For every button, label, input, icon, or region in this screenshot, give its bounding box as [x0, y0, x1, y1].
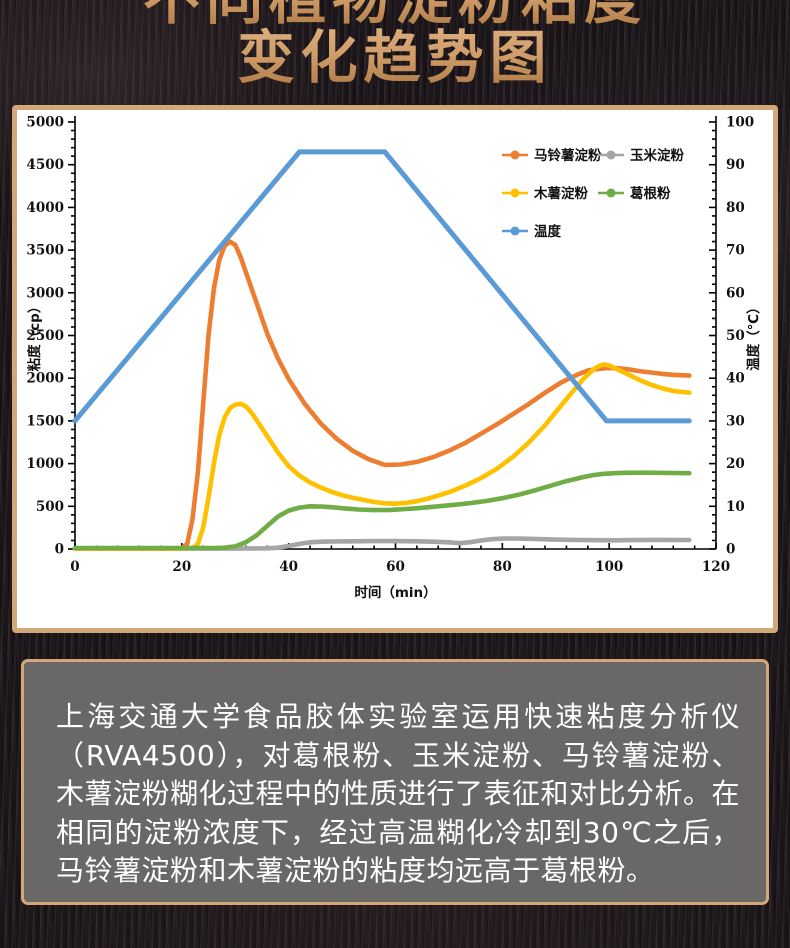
svg-text:60: 60 [726, 285, 745, 301]
svg-text:3000: 3000 [26, 285, 64, 301]
svg-text:粘度（cp）: 粘度（cp） [26, 300, 43, 372]
page-title-line1-clipped: 不同植物淀粉粘度 [0, 0, 790, 35]
svg-text:60: 60 [386, 559, 405, 575]
description-text: 上海交通大学食品胶体实验室运用快速粘度分析仪（RVA4500），对葛根粉、玉米淀… [56, 700, 741, 887]
svg-text:0: 0 [726, 542, 735, 558]
svg-text:温度（℃）: 温度（℃） [745, 300, 762, 370]
svg-text:玉米淀粉: 玉米淀粉 [630, 147, 684, 164]
svg-text:80: 80 [726, 200, 745, 216]
description-panel: 上海交通大学食品胶体实验室运用快速粘度分析仪（RVA4500），对葛根粉、玉米淀… [21, 659, 769, 905]
svg-text:1500: 1500 [26, 413, 64, 429]
svg-text:0: 0 [70, 559, 79, 575]
svg-text:80: 80 [493, 559, 512, 575]
viscosity-chart-panel: 0 500 1000 1500 2000 2500 3000 3500 4000 4500 5000… [12, 105, 778, 633]
svg-text:50: 50 [726, 328, 745, 344]
svg-text:5000: 5000 [26, 115, 64, 131]
svg-text:100: 100 [595, 559, 623, 575]
svg-text:40: 40 [279, 559, 298, 575]
svg-text:2500: 2500 [26, 328, 64, 344]
svg-text:2000: 2000 [26, 371, 64, 387]
svg-text:40: 40 [726, 371, 745, 387]
page-title: 不同植物淀粉粘度 变化趋势图 [0, 0, 790, 100]
svg-text:20: 20 [726, 456, 745, 472]
svg-text:30: 30 [726, 413, 745, 429]
svg-text:70: 70 [726, 243, 745, 259]
svg-text:马铃薯淀粉: 马铃薯淀粉 [534, 147, 602, 164]
svg-text:120: 120 [702, 559, 730, 575]
page-title-line2: 变化趋势图 [0, 12, 790, 94]
svg-text:4500: 4500 [26, 157, 64, 173]
svg-text:20: 20 [172, 559, 191, 575]
svg-text:100: 100 [726, 115, 754, 131]
svg-text:时间（min）: 时间（min） [354, 584, 436, 601]
svg-text:500: 500 [36, 499, 64, 515]
svg-text:温度: 温度 [534, 223, 562, 240]
svg-text:10: 10 [726, 499, 745, 515]
chart-svg: 0500100015002000250030003500400045005000… [26, 115, 762, 602]
svg-text:3500: 3500 [26, 243, 64, 259]
svg-text:葛根粉: 葛根粉 [629, 185, 671, 202]
svg-text:4000: 4000 [26, 200, 64, 216]
svg-text:木薯淀粉: 木薯淀粉 [533, 185, 588, 202]
svg-text:1000: 1000 [26, 456, 64, 472]
svg-text:0: 0 [55, 542, 64, 558]
svg-text:90: 90 [726, 157, 745, 173]
